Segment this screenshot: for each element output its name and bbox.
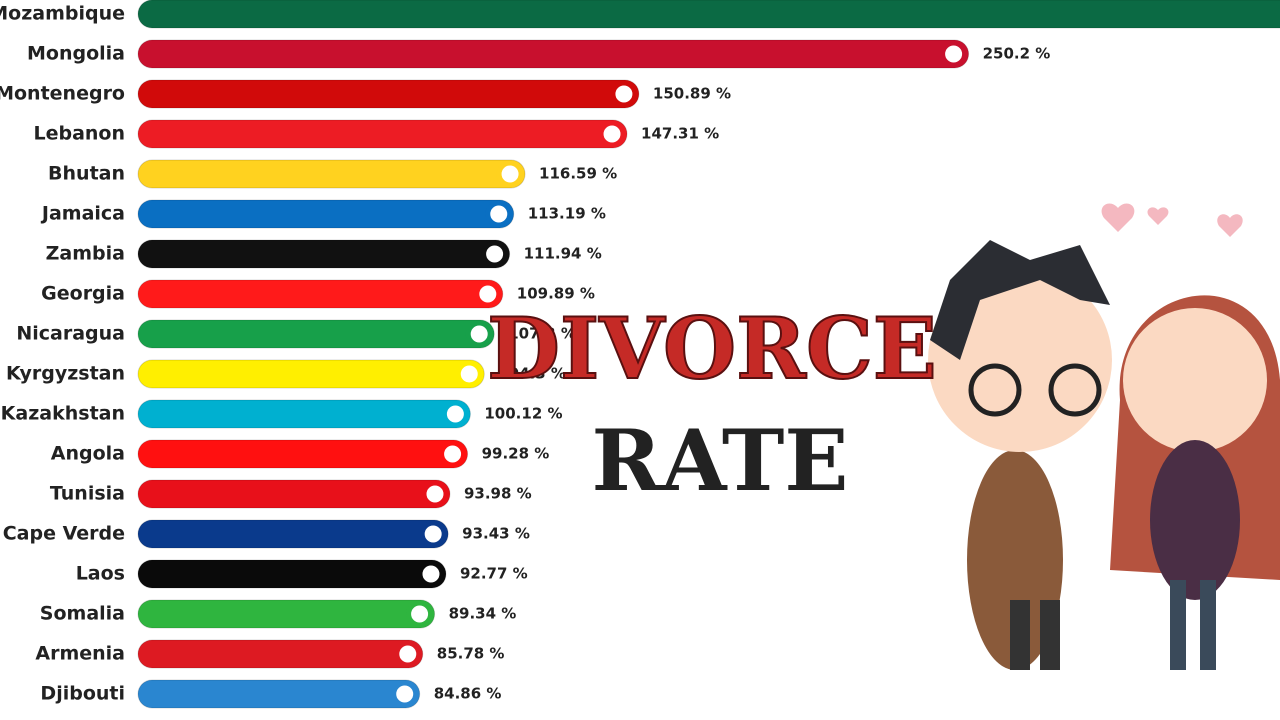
illustration (928, 203, 1280, 670)
bar (137, 79, 640, 109)
flag (465, 320, 493, 348)
flag (610, 80, 638, 108)
girl-coat (1150, 440, 1240, 600)
value-label: 100.12 % (484, 405, 562, 423)
bar (137, 679, 421, 709)
value-label: 104.3 % (498, 365, 566, 383)
flag (481, 240, 509, 268)
flag (419, 520, 447, 548)
bar (137, 0, 1280, 29)
value-label: 107.3 % (508, 325, 576, 343)
bar (137, 519, 449, 549)
bar (137, 559, 447, 589)
flag (441, 400, 469, 428)
flag (394, 640, 422, 668)
bar (137, 399, 471, 429)
value-label: 111.94 % (524, 245, 602, 263)
value-label: 84.86 % (434, 685, 502, 703)
boy-coat (967, 450, 1063, 670)
flag (455, 360, 483, 388)
boy-leg (1010, 600, 1030, 670)
bar (137, 599, 436, 629)
heart (1217, 214, 1243, 237)
bar (137, 319, 495, 349)
flag (406, 600, 434, 628)
girl-face (1123, 308, 1267, 452)
category-label: Zambia (46, 243, 125, 265)
bar (137, 119, 628, 149)
flag (439, 440, 467, 468)
bar (137, 159, 526, 189)
value-label: 92.77 % (460, 565, 528, 583)
title-line: DIVORCE (487, 299, 937, 398)
category-label: Kyrgyzstan (6, 363, 125, 385)
value-label: 99.28 % (482, 445, 550, 463)
value-label: 85.78 % (437, 645, 505, 663)
glasses (968, 363, 1022, 417)
value-label: 147.31 % (641, 125, 719, 143)
bar (137, 39, 970, 69)
flag (598, 120, 626, 148)
category-label: Cape Verde (3, 523, 125, 545)
bar (137, 639, 424, 669)
category-label: Mozambique (0, 3, 125, 25)
flag (496, 160, 524, 188)
category-label: Lebanon (33, 123, 125, 145)
value-label: 116.59 % (539, 165, 617, 183)
girl-leg (1170, 580, 1186, 670)
category-label: Armenia (35, 643, 125, 665)
bar (137, 279, 504, 309)
value-label: 109.89 % (517, 285, 595, 303)
title-line: RATE (592, 411, 849, 510)
value-label: 150.89 % (653, 85, 731, 103)
boy-hair (930, 240, 1110, 360)
category-label: Somalia (40, 603, 125, 625)
category-label: Djibouti (40, 683, 125, 705)
value-label: 250.2 % (983, 45, 1051, 63)
bar (137, 199, 515, 229)
value-label: 93.43 % (462, 525, 530, 543)
heart (1101, 203, 1135, 232)
girl-leg (1200, 580, 1216, 670)
flag (485, 200, 513, 228)
category-label: Jamaica (40, 203, 125, 225)
value-label: 113.19 % (528, 205, 606, 223)
flag (940, 40, 968, 68)
flag (474, 280, 502, 308)
heart (1147, 207, 1169, 225)
value-label: 89.34 % (449, 605, 517, 623)
category-label: Georgia (41, 283, 125, 305)
glasses (1048, 363, 1102, 417)
flag (417, 560, 445, 588)
category-label: Nicaragua (16, 323, 125, 345)
category-label: Mongolia (27, 43, 125, 65)
category-label: Angola (51, 443, 125, 465)
value-label: 93.98 % (464, 485, 532, 503)
category-label: Tunisia (50, 483, 125, 505)
bar (137, 479, 451, 509)
category-label: Montenegro (0, 83, 125, 105)
boy-leg (1040, 600, 1060, 670)
flag (391, 680, 419, 708)
flag (421, 480, 449, 508)
category-label: Laos (76, 563, 125, 585)
bar (137, 239, 511, 269)
bar (137, 439, 469, 469)
category-label: Bhutan (48, 163, 125, 185)
bar (137, 359, 485, 389)
category-label: Kazakhstan (1, 403, 125, 425)
